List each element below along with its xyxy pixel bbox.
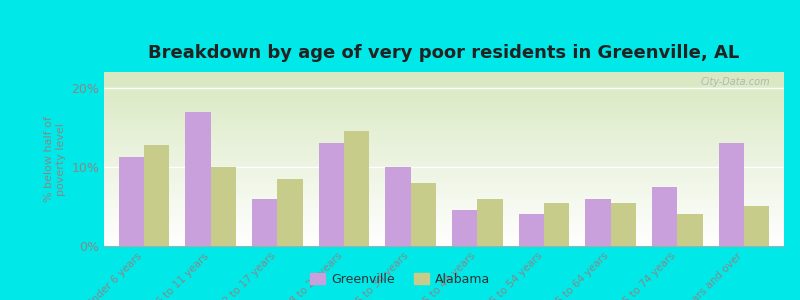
Bar <box>344 131 370 246</box>
Bar <box>610 202 636 246</box>
Bar <box>118 158 144 246</box>
Bar <box>452 210 478 246</box>
Bar <box>544 202 570 246</box>
Title: Breakdown by age of very poor residents in Greenville, AL: Breakdown by age of very poor residents … <box>148 44 740 62</box>
Bar <box>652 187 678 246</box>
Bar <box>278 179 302 246</box>
Bar <box>478 199 502 246</box>
Bar <box>718 143 744 246</box>
Bar <box>518 214 544 246</box>
Bar <box>210 167 236 246</box>
Bar <box>252 199 278 246</box>
Legend: Greenville, Alabama: Greenville, Alabama <box>305 268 495 291</box>
Bar <box>744 206 770 246</box>
Y-axis label: % below half of
poverty level: % below half of poverty level <box>44 116 66 202</box>
Bar <box>144 145 170 246</box>
Bar <box>386 167 410 246</box>
Bar <box>678 214 702 246</box>
Bar <box>186 112 210 246</box>
Text: City-Data.com: City-Data.com <box>701 77 770 87</box>
Bar <box>410 183 436 246</box>
Bar <box>586 199 610 246</box>
Bar <box>318 143 344 246</box>
